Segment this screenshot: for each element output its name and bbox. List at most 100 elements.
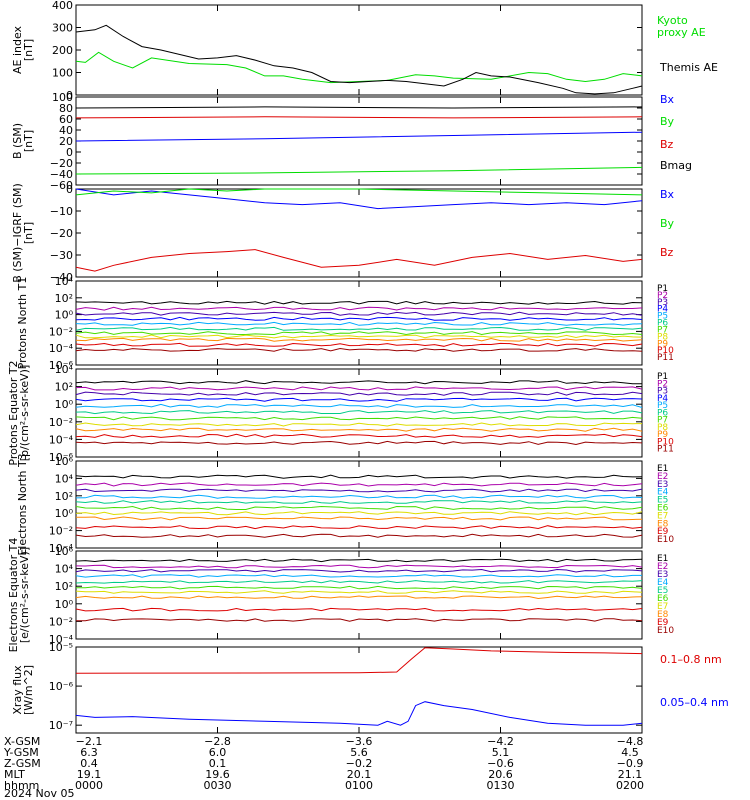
y-axis-label-text: B (SM) [11,123,24,159]
ephemeris-value: 0130 [487,779,515,792]
legend-entry: P9 [657,430,668,440]
y-tick-label: 100 [52,91,73,104]
y-tick-label: 10⁶ [55,545,74,558]
ephemeris-value: 0000 [75,779,103,792]
y-tick-label: 0 [66,89,73,102]
y-tick-label: 80 [59,102,73,115]
y-tick-label: 60 [59,113,73,126]
series-line-p6 [75,326,643,331]
legend-entry: E7 [657,511,668,521]
y-tick-label: 10⁰ [55,309,74,322]
ephemeris-value: 0.4 [80,757,98,770]
series-line-p3 [75,391,643,396]
ephemeris-value: 19.1 [77,768,102,781]
series-line-e3 [75,568,643,573]
legend-entry: E8 [657,610,669,620]
date-label: 2024 Nov 05 [4,787,74,800]
series-line-p9 [75,427,643,432]
x-axis-ephemeris: X-GSM −2.1 −2.8 −3.6 −4.2 −4.8 Y-GSM 6.3 6.0 5.6 5… [3,735,644,800]
panel-5: 10⁴ 10² 10⁰ 10⁻² 10⁻⁴ 10⁻⁶ Protons Equator T2[… [7,360,674,465]
legend-entry: P7 [657,325,668,335]
y-tick-label: −20 [50,157,73,170]
y-axis-label-text: B (SM)−IGRF (SM) [11,183,24,283]
series-line-e1 [75,474,643,479]
legend-entry: E6 [657,594,669,604]
legend-entry: P8 [657,423,668,433]
y-tick-label: 10⁻² [49,525,73,538]
ephemeris-value: −0.9 [617,757,644,770]
y-tick-label: 10⁻² [49,325,73,338]
panel-7: 10⁶ 10⁴ 10² 10⁰ 10⁻² 10⁻⁴ Electrons Equator T4… [7,538,674,653]
series-line-e4 [75,574,642,578]
legend-entry: Bx [660,93,675,106]
ephemeris-value: −3.6 [346,735,373,748]
legend-entry: E1 [657,464,668,474]
series-line-e9 [75,607,643,612]
ephemeris-row-label: Y-GSM [3,746,39,759]
ephemeris-row-label: Z-GSM [4,757,41,770]
legend-entry: P2 [657,379,668,389]
series-line-p11 [75,440,643,446]
panel-3: −40 −30 −20 −10 0 B (SM)−IGRF (SM)[nT] Bx By Bz [11,183,675,284]
panel-frame [75,460,643,549]
ephemeris-value: 6.3 [80,746,98,759]
series-line-e1 [75,558,643,563]
series-line-by [75,166,643,175]
y-tick-label: 10⁴ [55,275,74,288]
ephemeris-value: 5.1 [492,746,510,759]
legend-entry: E4 [657,578,669,588]
series-line-e8 [75,516,643,521]
y-tick-label: 10⁰ [55,398,74,411]
y-axis-label-text: Protons North T1 [16,277,29,370]
ephemeris-value: 20.6 [488,768,513,781]
y-axis-label: Protons North T1 [16,277,29,370]
legend: Bx By Bz [660,188,675,259]
legend-entry: P4 [657,394,668,404]
legend-entry: P6 [657,408,668,418]
series-line-p5 [75,403,643,408]
ephemeris-value: −0.2 [346,757,373,770]
series-line-e10 [75,533,643,538]
y-tick-label: 10⁻⁵ [49,641,73,654]
y-axis-label-text: [e/(cm²-s-sr-keV)] [18,547,31,643]
legend-entry: E5 [657,496,668,506]
y-axis-label-text: [W/m^2] [22,665,35,715]
y-tick-label: 10⁻⁴ [49,342,74,355]
series-line-e4 [75,494,643,499]
series-line-p6 [75,410,643,415]
legend-entry: Bz [660,246,674,259]
y-tick-label: 10² [55,490,73,503]
series-line-e6 [76,585,643,590]
y-axis-label: AE index[nT] [11,25,35,74]
y-tick-label: 40 [59,124,73,137]
y-tick-label: 10² [55,580,73,593]
legend-entry: P1 [657,372,668,382]
y-tick-label: 10⁻² [49,615,73,628]
y-tick-label: 10⁴ [55,363,74,376]
ephemeris-row-label: hhmm [4,779,39,792]
y-axis-label-text: [nT] [22,130,35,152]
ephemeris-value: 19.6 [205,768,230,781]
series-line-p1 [75,300,643,305]
y-tick-label: 10⁻⁴ [49,542,74,555]
y-tick-label: 10⁻⁶ [49,451,74,464]
legend-entry: 0.1–0.8 nm [660,653,722,666]
y-axis-label: Electrons North T3 [16,453,29,555]
legend-entry: E6 [657,504,669,514]
ephemeris-value: −4.8 [617,735,644,748]
y-tick-label: 10⁻⁷ [49,719,73,732]
legend-entry: P5 [657,401,668,411]
y-tick-label: 10⁴ [55,563,74,576]
legend-entry: Kyoto [657,14,688,27]
series-line-p2 [75,306,643,311]
legend-entry: P1 [657,284,668,294]
y-tick-label: −40 [50,271,73,284]
legend-entry: P5 [657,312,668,322]
y-axis-label-text: Electrons North T3 [16,453,29,555]
